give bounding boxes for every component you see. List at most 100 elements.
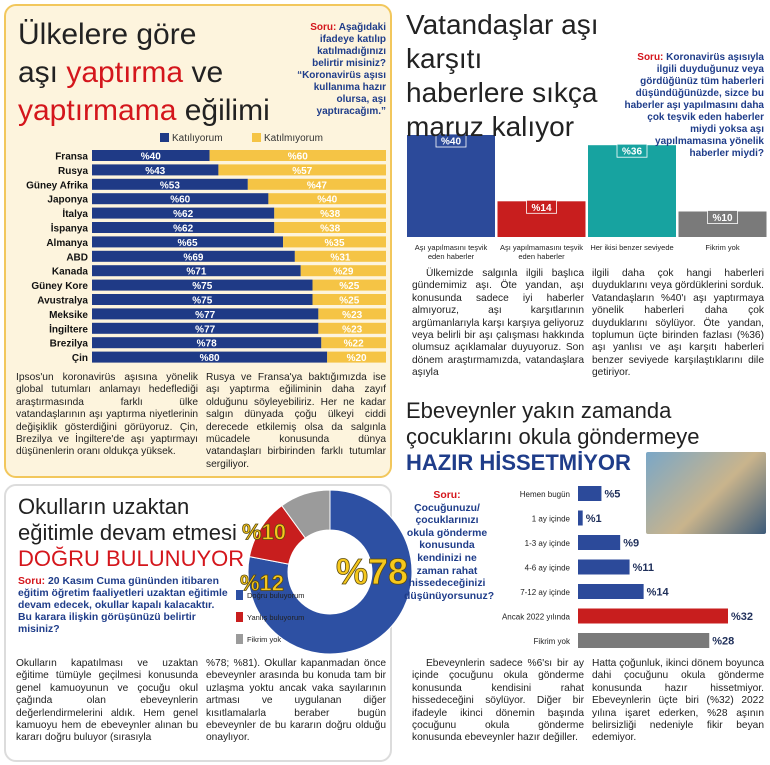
article-column: Ebeveynlerin sadece %6'sı bir ay içinde … [412,658,584,744]
value-label: %25 [339,296,359,307]
bar-segment [92,164,219,176]
category-label: Aşı yapılmamasını teşvik eden haberler [500,243,583,261]
category-label: Meksike [49,310,88,321]
value-label: %57 [292,166,312,177]
value-label: %60 [288,152,308,163]
value-label: %10 [242,519,286,544]
bar-segment [327,351,386,363]
category-label: Fransa [55,152,88,163]
title-line: çocuklarını okula göndermeye [406,424,700,449]
title-part: aşı [18,56,59,89]
question-label: Soru: [18,576,46,587]
title-part: yaptırmama [18,94,177,127]
value-label: %11 [633,562,654,574]
legend-swatch [236,590,243,600]
title-line: yaptırmama eğilimi [18,92,298,130]
category-label: Güney Kore [31,281,88,292]
bar [407,135,495,237]
bar-segment [92,322,319,334]
category-label: Hemen bugün [520,490,570,499]
value-label-box [616,143,648,158]
bar-segment [92,150,210,161]
legend-label: Doğru buluyorum [247,591,305,600]
title-part: Ülkelere göre [18,18,197,51]
donut-segment [281,489,331,539]
value-label: %77 [195,310,215,321]
question: Soru: Koronavirüs aşısıyla ilgili duyduğ… [624,52,764,160]
bar-segment [247,178,386,190]
article-column: Okulların kapatılması ve uzaktan eğitime… [16,658,198,744]
bar [578,633,710,648]
chart-title: Ebeveynler yakın zamanda çocuklarını oku… [406,398,746,476]
value-label: %40 [317,195,337,206]
category-label: 4-6 ay içinde [525,564,571,573]
category-label: Fikrim yok [534,637,571,646]
value-label: %23 [342,324,362,335]
title-line: Okulların uzaktan [18,494,190,519]
legend-swatch [236,634,243,644]
legend-label: Fikrim yok [247,635,281,644]
bar-segment [92,207,275,219]
bar-segment [92,250,295,262]
title-part: yaptırma [66,56,184,89]
legend-label: Katılmıyorum [264,133,323,144]
bar-segment [321,337,386,349]
value-label: %38 [320,209,340,220]
value-label: %10 [712,213,732,224]
bar [578,584,644,599]
category-label: Ancak 2022 yılında [502,613,571,622]
category-label: Aşı yapılmasını teşvik eden haberler [414,243,488,261]
value-label: %5 [604,489,620,501]
legend-swatch [252,133,261,142]
category-label: Çin [72,353,88,364]
question: Soru: 20 Kasım Cuma gününden itibaren eğ… [18,576,230,636]
question-text: Aşağıdaki ifadeye katılıp katılmadığınız… [297,22,386,117]
question-label: Soru: [433,490,461,501]
article-column: Ülkemizde salgınla ilgili başlıca gündem… [412,268,584,379]
value-label: %38 [320,224,340,235]
category-label: Her ikisi benzer seviyede [590,243,674,252]
bar-segment [92,337,322,349]
title-line: Ülkelere göre [18,16,298,54]
bar [578,559,630,575]
value-label: %31 [330,252,350,263]
value-label: %23 [342,310,362,321]
value-label: %29 [333,267,353,278]
legend-swatch [160,133,169,142]
category-label: Brezilya [50,339,89,350]
title-line: Ebeveynler yakın zamanda [406,398,672,423]
question-text: 20 Kasım Cuma gününden itibaren eğitim ö… [18,576,228,635]
category-label: İspanya [51,222,89,235]
category-label: Japonya [47,195,88,206]
bar-segment [268,193,386,205]
value-label: %62 [173,209,193,220]
bar-segment [274,207,386,219]
title-line: maruz kalıyor [406,111,575,142]
category-label: 1-3 ay içinde [525,539,571,548]
bar-segment [294,250,386,262]
value-label: %14 [647,587,670,599]
bar-segment [92,178,248,190]
legend-label: Yanlış buluyorum [247,613,304,622]
category-label: Almanya [46,238,88,249]
question-label: Soru: [310,22,337,33]
legend-label: Katılıyorum [172,133,223,144]
value-label: %14 [531,203,551,214]
title-line: aşı yaptırma ve [18,54,298,92]
bar [578,486,602,501]
value-label: %75 [192,296,212,307]
question-label: Soru: [637,52,664,63]
bar-segment [92,222,275,233]
value-label: %9 [623,538,639,550]
article-column: Rusya ve Fransa'ya baktığımızda ise aşı … [206,372,386,470]
value-label: %28 [712,636,734,648]
value-label: %62 [173,224,193,235]
bar [588,145,676,237]
category-label: Avustralya [37,296,88,307]
value-label: %60 [170,195,190,206]
article-column: Ipsos'un koronavirüs aşısına yönelik glo… [16,372,198,458]
value-label: %35 [325,238,345,249]
bar-segment [318,322,386,334]
question-text: Çocuğunuzu/çocuklarınızı okula gönderme … [404,502,495,602]
